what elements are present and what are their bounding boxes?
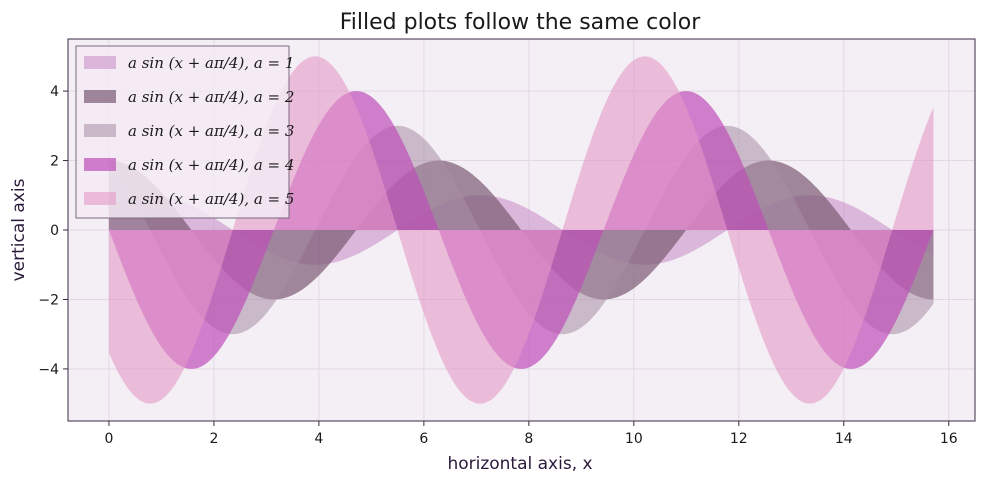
y-tick-label: −2 <box>38 292 59 308</box>
legend-label-a5: a sin (x + aπ/4), a = 5 <box>128 190 294 208</box>
legend-swatch-a1 <box>84 56 116 69</box>
y-axis-ticks: −4 −2 0 2 4 <box>38 84 68 378</box>
x-tick-label: 8 <box>524 431 533 447</box>
legend: a sin (x + aπ/4), a = 1 a sin (x + aπ/4),… <box>75 45 294 219</box>
y-tick-label: −4 <box>38 362 59 378</box>
legend-label-a2: a sin (x + aπ/4), a = 2 <box>128 88 294 106</box>
x-tick-label: 16 <box>940 431 958 447</box>
y-tick-label: 2 <box>50 154 59 170</box>
legend-label-a1: a sin (x + aπ/4), a = 1 <box>128 54 294 72</box>
x-axis-label: horizontal axis, x <box>447 454 592 474</box>
x-tick-label: 4 <box>314 431 323 447</box>
legend-label-a4: a sin (x + aπ/4), a = 4 <box>128 156 294 174</box>
series-layer <box>108 56 934 404</box>
x-tick-label: 6 <box>419 431 428 447</box>
legend-swatch-a2 <box>84 90 116 103</box>
legend-swatch-a3 <box>84 124 116 137</box>
x-tick-label: 14 <box>835 431 853 447</box>
x-tick-label: 0 <box>104 431 113 447</box>
y-tick-label: 0 <box>50 223 59 239</box>
y-tick-label: 4 <box>50 84 59 100</box>
x-tick-label: 2 <box>209 431 218 447</box>
x-axis-ticks: 0 2 4 6 8 10 12 14 16 <box>104 421 958 447</box>
x-tick-label: 10 <box>625 431 643 447</box>
legend-label-a3: a sin (x + aπ/4), a = 3 <box>128 122 294 140</box>
y-axis-label: vertical axis <box>9 178 29 281</box>
chart-title: Filled plots follow the same color <box>340 10 702 35</box>
x-tick-label: 12 <box>730 431 748 447</box>
legend-swatch-a4 <box>84 158 116 171</box>
legend-swatch-a5 <box>84 192 116 205</box>
series-area-a5 <box>108 56 934 404</box>
